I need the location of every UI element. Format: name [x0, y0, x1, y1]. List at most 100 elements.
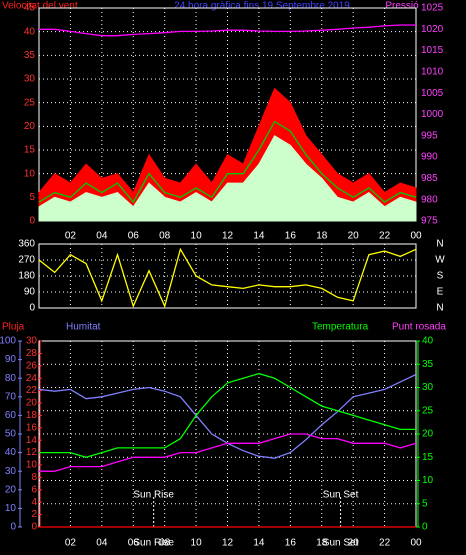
x-tick-label: 14	[253, 538, 265, 549]
y-tick-label: 90	[5, 354, 17, 365]
series-line	[38, 247, 417, 309]
y-tick-label: 985	[421, 173, 438, 184]
y-tick-label: 995	[421, 130, 438, 141]
y-tick-label: 16	[26, 422, 38, 433]
y-tick-label: 18	[26, 410, 38, 421]
y-tick-label: 1025	[421, 3, 444, 14]
compass-label: N	[436, 239, 443, 250]
x-tick-label: 10	[191, 231, 203, 242]
y-tick-label: 10	[26, 460, 38, 471]
legend-humidity: Humitat	[66, 322, 101, 333]
y-tick-label: 40	[5, 447, 17, 458]
y-tick-label: 28	[26, 348, 38, 359]
y-tick-label: 30	[26, 336, 38, 347]
y-tick-label: 10	[5, 503, 17, 514]
y-tick-label: 180	[18, 271, 35, 282]
y-tick-label: 70	[5, 391, 17, 402]
x-tick-label: 22	[379, 538, 391, 549]
x-tick-label: 02	[65, 538, 77, 549]
y-tick-label: 0	[422, 522, 428, 533]
y-tick-label: 40	[422, 336, 434, 347]
annotation-label: Sun Set	[323, 490, 359, 501]
y-tick-label: 20	[5, 484, 17, 495]
y-tick-label: 6	[31, 484, 37, 495]
x-tick-label: 06	[128, 538, 140, 549]
x-tick-label: 18	[316, 231, 328, 242]
y-tick-label: 270	[18, 255, 35, 266]
y-tick-label: 30	[24, 74, 36, 85]
y-tick-label: 22	[26, 385, 38, 396]
y-tick-label: 100	[0, 336, 16, 347]
y-tick-label: 1000	[421, 109, 444, 120]
x-tick-label: 02	[65, 231, 77, 242]
y-tick-label: 60	[5, 410, 17, 421]
compass-label: W	[435, 255, 445, 266]
y-tick-label: 975	[421, 216, 438, 227]
y-tick-label: 30	[5, 466, 17, 477]
y-tick-label: 0	[29, 216, 35, 227]
series-line	[39, 433, 417, 472]
wind-label: Velocitat del vent	[2, 1, 78, 12]
y-tick-label: 360	[18, 239, 35, 250]
y-tick-label: 40	[24, 26, 36, 37]
y-tick-label: 1020	[421, 24, 444, 35]
x-tick-label: 12	[222, 231, 234, 242]
x-tick-label: 06	[128, 231, 140, 242]
x-tick-label: 14	[253, 231, 265, 242]
pressure-label: Pressió	[385, 1, 419, 12]
y-tick-label: 90	[24, 287, 36, 298]
y-tick-label: 35	[24, 50, 36, 61]
y-tick-label: 1015	[421, 45, 444, 56]
compass-label: E	[437, 287, 444, 298]
annotation-label-small: Sun Set	[323, 538, 359, 549]
compass-label: S	[437, 271, 444, 282]
x-tick-label: 08	[159, 231, 171, 242]
y-tick-label: 15	[24, 145, 36, 156]
y-tick-label: 1005	[421, 88, 444, 99]
x-tick-label: 12	[222, 538, 234, 549]
x-tick-label: 04	[96, 538, 108, 549]
series-line	[38, 120, 417, 204]
y-tick-label: 5	[422, 498, 428, 509]
y-tick-label: 35	[422, 359, 434, 370]
x-tick-label: 22	[379, 231, 391, 242]
x-tick-label: 00	[410, 538, 422, 549]
x-tick-label: 20	[348, 231, 360, 242]
y-tick-label: 980	[421, 194, 438, 205]
annotation-label: Sun Rise	[133, 490, 174, 501]
series-line	[39, 372, 416, 458]
x-tick-label: 04	[96, 231, 108, 242]
x-tick-label: 16	[285, 538, 297, 549]
series-area	[38, 135, 417, 222]
y-tick-label: 50	[5, 429, 17, 440]
legend-dewpoint: Punt rosada	[392, 322, 446, 333]
y-tick-label: 24	[26, 373, 38, 384]
y-tick-label: 990	[421, 152, 438, 163]
y-tick-label: 1010	[421, 67, 444, 78]
y-tick-label: 45	[24, 3, 36, 14]
y-tick-label: 20	[26, 398, 38, 409]
y-tick-label: 10	[24, 168, 36, 179]
y-tick-label: 8	[31, 472, 37, 483]
y-tick-label: 80	[5, 373, 17, 384]
y-tick-label: 14	[26, 435, 38, 446]
legend-temperature: Temperatura	[312, 322, 369, 333]
legend-rain: Pluja	[2, 322, 25, 333]
x-tick-label: 00	[410, 231, 422, 242]
y-tick-label: 26	[26, 360, 38, 371]
x-tick-label: 18	[316, 538, 328, 549]
series-line	[39, 24, 416, 37]
annotation-label-small: Sun Rise	[133, 538, 174, 549]
y-tick-label: 2	[31, 509, 37, 520]
x-tick-label: 10	[191, 538, 203, 549]
x-tick-label: 20	[348, 538, 360, 549]
y-tick-label: 5	[29, 192, 35, 203]
compass-label: N	[436, 303, 443, 314]
y-tick-label: 25	[422, 405, 434, 416]
x-tick-label: 16	[285, 231, 297, 242]
y-tick-label: 25	[24, 97, 36, 108]
chart-title: 24 hora gràfica fins 19 Septembre 2019	[174, 1, 350, 12]
y-tick-label: 15	[422, 452, 434, 463]
y-tick-label: 20	[24, 121, 36, 132]
